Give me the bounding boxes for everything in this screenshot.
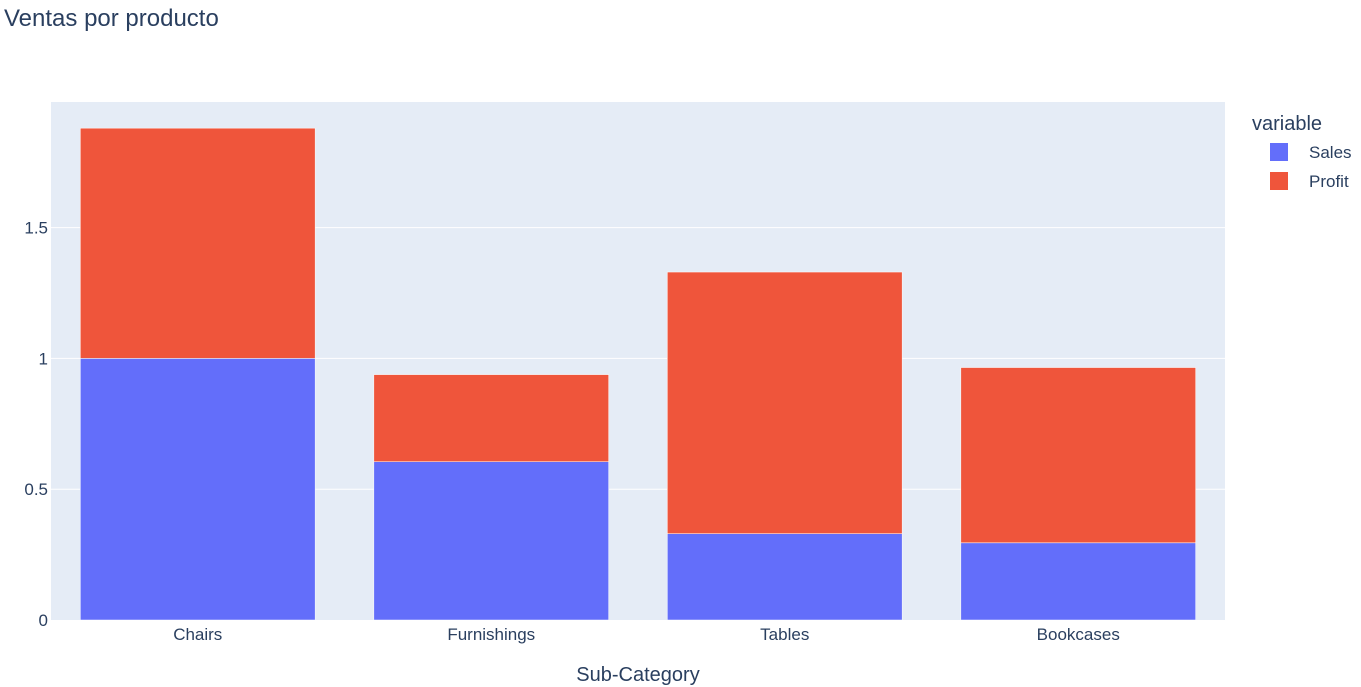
y-tick-label: 0.5	[24, 480, 48, 499]
legend-label-profit[interactable]: Profit	[1309, 172, 1349, 191]
x-tick-label: Tables	[760, 625, 809, 644]
legend-swatch-sales[interactable]	[1270, 143, 1288, 161]
y-axis: 0 0.5 1 1.5	[24, 219, 48, 630]
x-tick-label: Bookcases	[1037, 625, 1120, 644]
x-axis-title: Sub-Category	[576, 664, 699, 686]
bar-profit-tables[interactable]	[667, 271, 903, 534]
bar-profit-bookcases[interactable]	[960, 367, 1196, 544]
legend-swatch-profit[interactable]	[1270, 172, 1288, 190]
bar-profit-chairs[interactable]	[80, 127, 316, 359]
bar-profit-furnishings[interactable]	[373, 374, 609, 462]
bar-sales-furnishings[interactable]	[373, 461, 609, 621]
bar-sales-chairs[interactable]	[80, 358, 316, 621]
bar-group	[80, 127, 1196, 621]
y-tick-label: 0	[39, 611, 48, 630]
legend-title: variable	[1252, 113, 1322, 135]
bar-sales-bookcases[interactable]	[960, 542, 1196, 621]
chart-title: Ventas por producto	[4, 5, 219, 32]
x-tick-label: Chairs	[173, 625, 222, 644]
legend: variable Sales Profit	[1252, 113, 1352, 191]
bar-sales-tables[interactable]	[667, 533, 903, 621]
y-tick-label: 1	[39, 349, 48, 368]
x-axis: Chairs Furnishings Tables Bookcases	[173, 625, 1120, 644]
x-tick-label: Furnishings	[447, 625, 535, 644]
legend-label-sales[interactable]: Sales	[1309, 143, 1352, 162]
y-tick-label: 1.5	[24, 219, 48, 238]
